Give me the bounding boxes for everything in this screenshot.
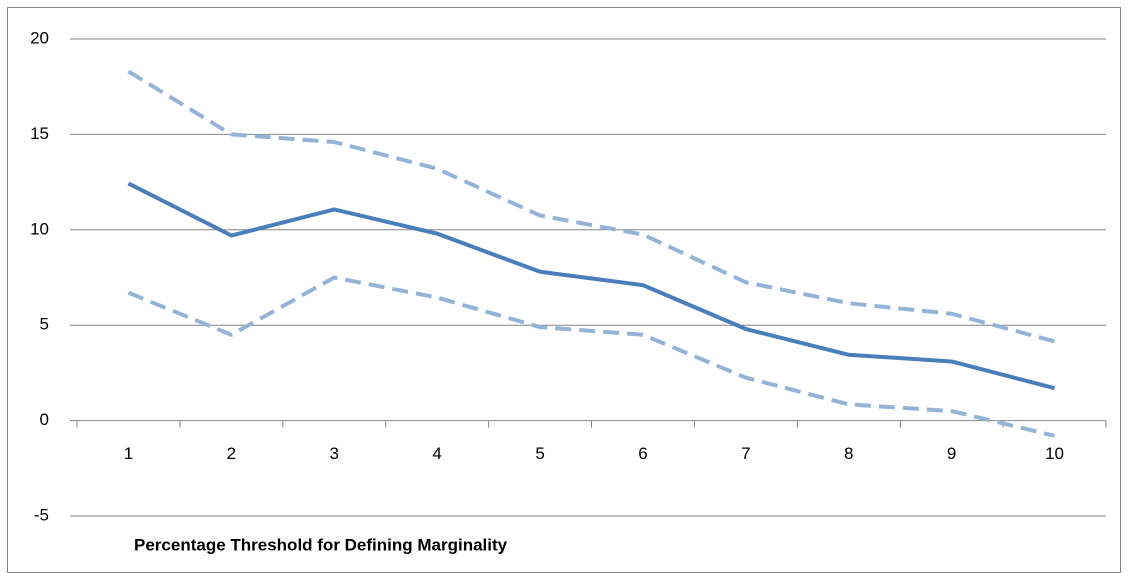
x-tick-label: 10 xyxy=(1045,444,1064,463)
x-tick-label: 5 xyxy=(535,444,544,463)
y-tick-label: 20 xyxy=(30,28,49,47)
x-tick-label: 7 xyxy=(741,444,750,463)
x-tick-label: 1 xyxy=(124,444,133,463)
data-line xyxy=(127,69,1056,344)
x-tick-label: 9 xyxy=(947,444,956,463)
x-tick-label: 4 xyxy=(432,444,441,463)
y-tick-label: 15 xyxy=(30,124,49,143)
x-tick-label: 3 xyxy=(330,444,339,463)
x-axis-title: Percentage Threshold for Defining Margin… xyxy=(134,535,508,554)
y-tick-label: -5 xyxy=(34,505,49,524)
chart-frame xyxy=(7,7,1121,573)
x-tick-label: 2 xyxy=(227,444,236,463)
y-tick-label: 10 xyxy=(30,219,49,238)
x-tick-label: 8 xyxy=(844,444,853,463)
y-tick-label: 5 xyxy=(40,315,49,334)
y-tick-label: 0 xyxy=(40,410,49,429)
x-tick-label: 6 xyxy=(638,444,647,463)
data-line xyxy=(127,275,1056,438)
data-line xyxy=(127,181,1056,391)
